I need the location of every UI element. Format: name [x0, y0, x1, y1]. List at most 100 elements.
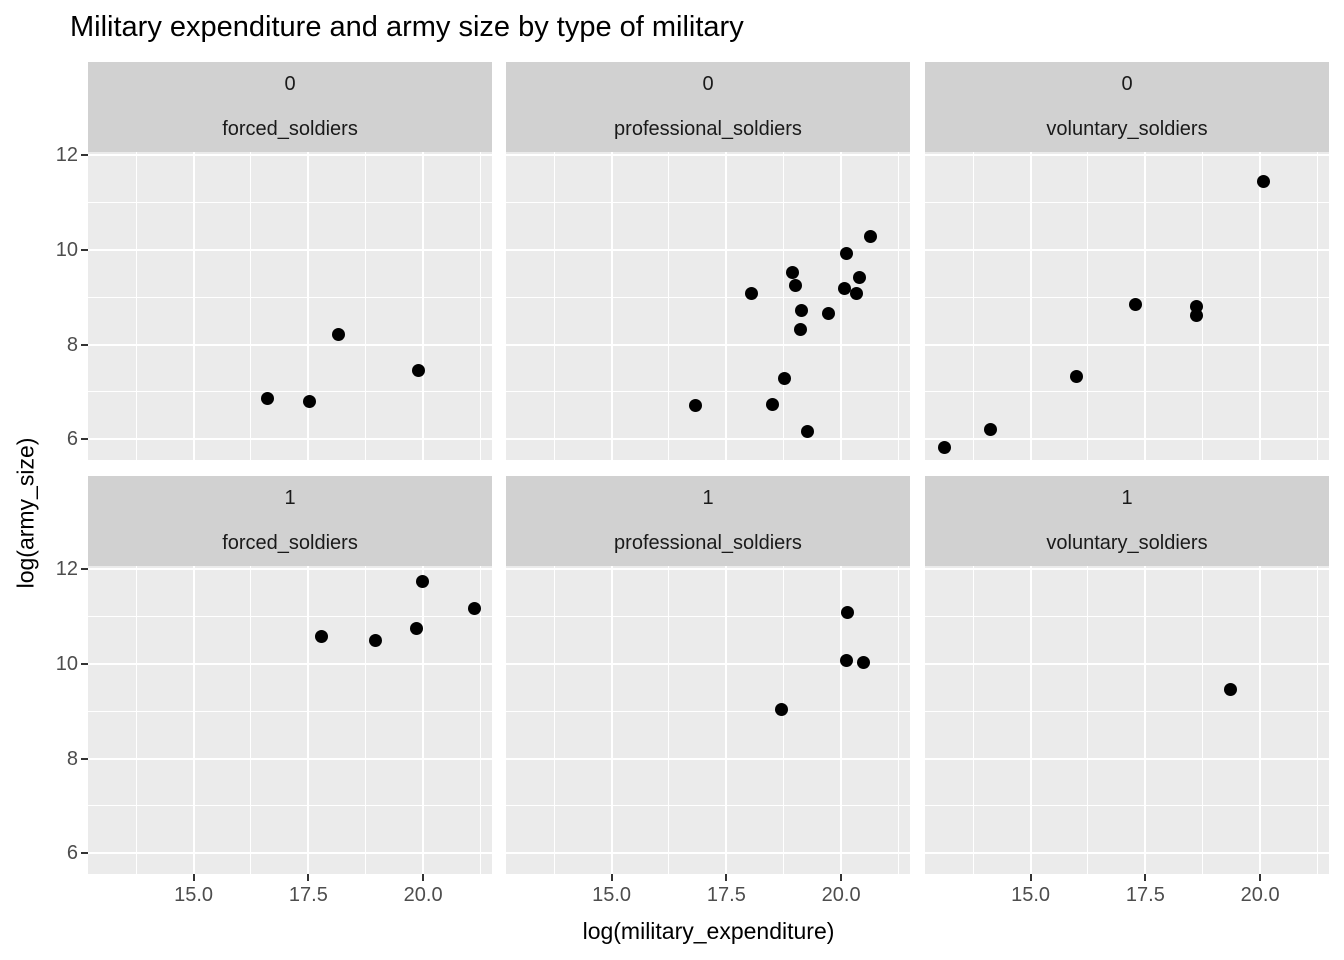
x-tick-mark [307, 874, 310, 881]
x-axis-title: log(military_expenditure) [582, 918, 835, 944]
x-tick-label: 15.0 [1011, 884, 1051, 906]
data-point [839, 246, 853, 260]
gridline-major-x [725, 152, 728, 460]
x-tick-mark [610, 874, 613, 881]
gridline-major-y [88, 438, 492, 441]
data-point [837, 282, 851, 296]
x-tick-mark [1144, 874, 1147, 881]
facet-panel [88, 152, 492, 460]
gridline-major-y [88, 248, 492, 251]
gridline-major-x [1144, 152, 1147, 460]
gridline-minor-y [506, 805, 910, 807]
gridline-minor-y [925, 202, 1329, 204]
facet-strip-col-half: voluntary_soldiers [925, 521, 1329, 566]
gridline-minor-x [250, 566, 252, 874]
data-point [409, 622, 423, 636]
data-point [938, 440, 952, 454]
x-tick-label: 15.0 [174, 884, 214, 906]
facet-col-label: voluntary_soldiers [1046, 532, 1208, 554]
facet-strip-col-half: voluntary_soldiers [925, 107, 1329, 152]
data-point [984, 422, 998, 436]
gridline-minor-y [88, 805, 492, 807]
gridline-minor-y [506, 391, 910, 393]
gridline-major-y [506, 568, 910, 571]
y-tick-label: 8 [66, 333, 78, 356]
gridline-minor-y [925, 296, 1329, 298]
data-point [467, 601, 481, 615]
gridline-minor-x [972, 566, 974, 874]
gridline-minor-y [506, 296, 910, 298]
data-point [1070, 369, 1083, 383]
gridline-minor-x [783, 152, 785, 460]
gridline-major-x [422, 152, 425, 460]
data-point [856, 656, 870, 670]
facet-strip-col-half: forced_soldiers [88, 521, 492, 566]
x-tick-mark [1259, 874, 1262, 881]
gridline-major-y [88, 568, 492, 571]
facet-row-label: 1 [284, 487, 296, 509]
gridline-major-y [88, 852, 492, 855]
gridline-major-y [925, 438, 1329, 441]
facet-strip-col-half: professional_soldiers [506, 521, 910, 566]
gridline-major-x [307, 566, 310, 874]
gridline-major-y [506, 852, 910, 855]
facet-strip-row-half: 1 [88, 476, 492, 521]
data-point [689, 398, 703, 412]
data-point [853, 270, 866, 284]
gridline-minor-y [506, 202, 910, 204]
gridline-minor-x [135, 152, 137, 460]
facet-strip-row-half: 0 [88, 62, 492, 107]
data-point [774, 703, 788, 717]
gridline-major-y [925, 343, 1329, 346]
gridline-major-x [1259, 152, 1262, 460]
facet-col-label: forced_soldiers [222, 532, 358, 554]
facet-col-label: forced_soldiers [222, 118, 358, 140]
facet-col-label: professional_soldiers [614, 532, 802, 554]
x-tick-label: 17.5 [706, 884, 746, 906]
x-tick-mark [422, 874, 425, 881]
facet-strip-row-half: 0 [925, 62, 1329, 107]
facet-strip: 1 forced_soldiers [88, 476, 492, 566]
gridline-major-x [1029, 566, 1032, 874]
gridline-minor-x [365, 566, 367, 874]
gridline-major-y [88, 757, 492, 760]
data-point [840, 606, 854, 620]
facet-strip-row-half: 0 [506, 62, 910, 107]
gridline-major-x [1259, 566, 1262, 874]
data-point [1128, 297, 1142, 311]
facet-panel [925, 152, 1329, 460]
data-point [411, 363, 425, 377]
gridline-minor-y [506, 710, 910, 712]
facet-strip: 0 forced_soldiers [88, 62, 492, 152]
gridline-minor-x [898, 566, 900, 874]
x-tick-label: 17.5 [1125, 884, 1165, 906]
y-tick-label: 10 [55, 238, 78, 261]
gridline-minor-x [480, 152, 482, 460]
gridline-minor-x [1317, 566, 1319, 874]
gridline-minor-x [668, 566, 670, 874]
x-tick-mark [1029, 874, 1032, 881]
gridline-major-x [192, 566, 195, 874]
gridline-major-y [506, 343, 910, 346]
gridline-major-x [1144, 566, 1147, 874]
facet-col-label: professional_soldiers [614, 118, 802, 140]
facet-strip: 0 professional_soldiers [506, 62, 910, 152]
x-tick-mark [192, 874, 195, 881]
data-point [839, 653, 853, 667]
data-point [261, 391, 274, 405]
facet-row-label: 0 [1121, 73, 1133, 95]
gridline-minor-x [783, 566, 785, 874]
data-point [314, 629, 328, 643]
gridline-major-x [725, 566, 728, 874]
gridline-minor-y [506, 616, 910, 618]
facet-panel [506, 152, 910, 460]
gridline-minor-y [88, 296, 492, 298]
gridline-major-x [422, 566, 425, 874]
gridline-minor-y [925, 805, 1329, 807]
data-point [800, 424, 814, 438]
y-tick-mark [81, 438, 88, 441]
gridline-minor-x [553, 566, 555, 874]
y-tick-label: 6 [66, 428, 78, 451]
y-axis-title: log(army_size) [12, 437, 39, 589]
data-point [331, 327, 345, 341]
